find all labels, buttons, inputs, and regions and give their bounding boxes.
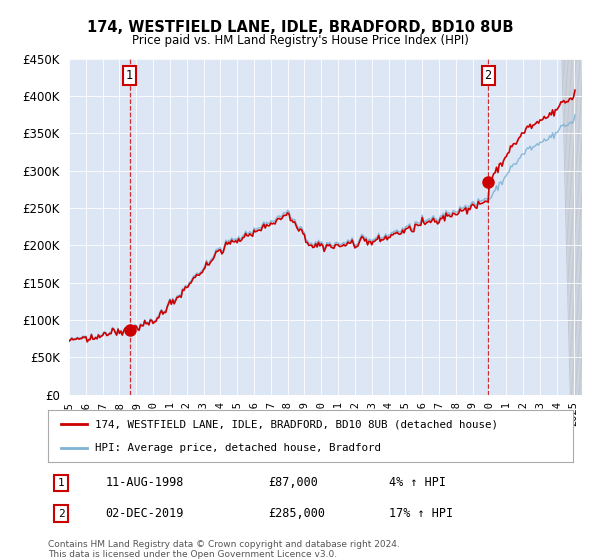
Text: Price paid vs. HM Land Registry's House Price Index (HPI): Price paid vs. HM Land Registry's House … bbox=[131, 34, 469, 46]
Text: 174, WESTFIELD LANE, IDLE, BRADFORD, BD10 8UB: 174, WESTFIELD LANE, IDLE, BRADFORD, BD1… bbox=[87, 20, 513, 35]
Text: 174, WESTFIELD LANE, IDLE, BRADFORD, BD10 8UB (detached house): 174, WESTFIELD LANE, IDLE, BRADFORD, BD1… bbox=[95, 419, 498, 430]
Text: 2: 2 bbox=[58, 509, 65, 519]
Text: HPI: Average price, detached house, Bradford: HPI: Average price, detached house, Brad… bbox=[95, 443, 381, 453]
Text: £285,000: £285,000 bbox=[269, 507, 325, 520]
Text: 02-DEC-2019: 02-DEC-2019 bbox=[106, 507, 184, 520]
Text: 11-AUG-1998: 11-AUG-1998 bbox=[106, 477, 184, 489]
Text: £87,000: £87,000 bbox=[269, 477, 319, 489]
Text: 1: 1 bbox=[58, 478, 65, 488]
Text: 17% ↑ HPI: 17% ↑ HPI bbox=[389, 507, 454, 520]
Text: 4% ↑ HPI: 4% ↑ HPI bbox=[389, 477, 446, 489]
Text: 2: 2 bbox=[485, 69, 492, 82]
Text: Contains HM Land Registry data © Crown copyright and database right 2024.
This d: Contains HM Land Registry data © Crown c… bbox=[48, 540, 400, 559]
Text: 1: 1 bbox=[126, 69, 133, 82]
